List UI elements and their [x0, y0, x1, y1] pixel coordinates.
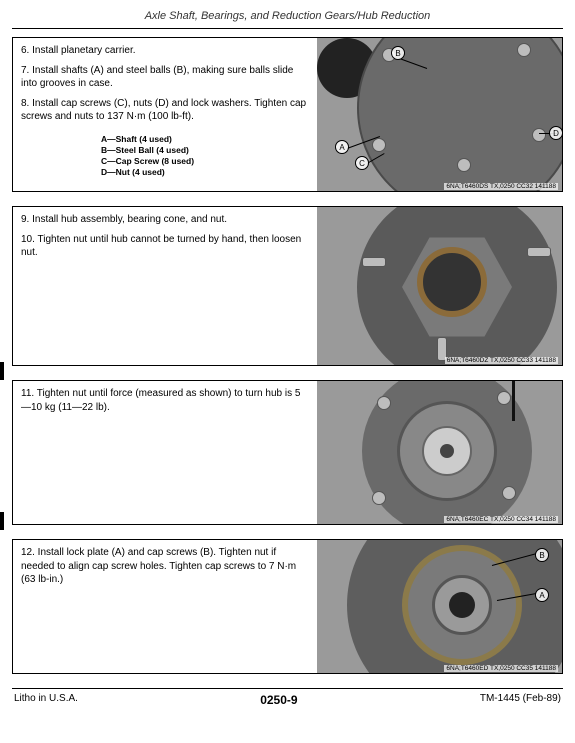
callout-a: A [335, 140, 349, 154]
figure-caption: 6NA;T6460ED TX,0250 CC35 141188 [444, 665, 558, 672]
figure-1: A B C D 6NA;T6460DS TX,0250 CC32 141188 [317, 38, 562, 191]
page-footer: Litho in U.S.A. 0250-9 TM-1445 (Feb-89) [12, 689, 563, 707]
step-text: 11. Tighten nut until force (measured as… [21, 387, 309, 414]
section-4-text: 12. Install lock plate (A) and cap screw… [13, 540, 317, 673]
step-text: 6. Install planetary carrier. [21, 44, 309, 58]
step-text: 8. Install cap screws (C), nuts (D) and … [21, 97, 309, 124]
figure-caption: 6NA;T6460EC TX,0250 CC34 141188 [444, 516, 558, 523]
side-tab [0, 512, 4, 530]
parts-legend: A—Shaft (4 used) B—Steel Ball (4 used) C… [101, 134, 309, 178]
callout-a: A [535, 588, 549, 602]
callout-d: D [549, 126, 562, 140]
section-1-text: 6. Install planetary carrier. 7. Install… [13, 38, 317, 191]
footer-left: Litho in U.S.A. [14, 693, 78, 707]
step-text: 9. Install hub assembly, bearing cone, a… [21, 213, 309, 227]
figure-4: A B 6NA;T6460ED TX,0250 CC35 141188 [317, 540, 562, 673]
page-header: Axle Shaft, Bearings, and Reduction Gear… [12, 10, 563, 22]
figure-2: 6NA;T6460DZ TX,0250 CC33 141188 [317, 207, 562, 365]
figure-3: 6NA;T6460EC TX,0250 CC34 141188 [317, 381, 562, 524]
section-1: 6. Install planetary carrier. 7. Install… [12, 37, 563, 192]
section-3-text: 11. Tighten nut until force (measured as… [13, 381, 317, 524]
side-tab [0, 362, 4, 380]
section-2: 9. Install hub assembly, bearing cone, a… [12, 206, 563, 366]
callout-b: B [391, 46, 405, 60]
step-text: 7. Install shafts (A) and steel balls (B… [21, 64, 309, 91]
callout-c: C [355, 156, 369, 170]
page-number: 0250-9 [260, 693, 297, 707]
figure-caption: 6NA;T6460DZ TX,0250 CC33 141188 [445, 357, 558, 364]
step-text: 12. Install lock plate (A) and cap screw… [21, 546, 309, 587]
section-3: 11. Tighten nut until force (measured as… [12, 380, 563, 525]
section-2-text: 9. Install hub assembly, bearing cone, a… [13, 207, 317, 365]
section-4: 12. Install lock plate (A) and cap screw… [12, 539, 563, 674]
callout-b: B [535, 548, 549, 562]
footer-right: TM-1445 (Feb-89) [480, 693, 561, 707]
header-rule [12, 28, 563, 29]
step-text: 10. Tighten nut until hub cannot be turn… [21, 233, 309, 260]
figure-caption: 6NA;T6460DS TX,0250 CC32 141188 [444, 183, 558, 190]
